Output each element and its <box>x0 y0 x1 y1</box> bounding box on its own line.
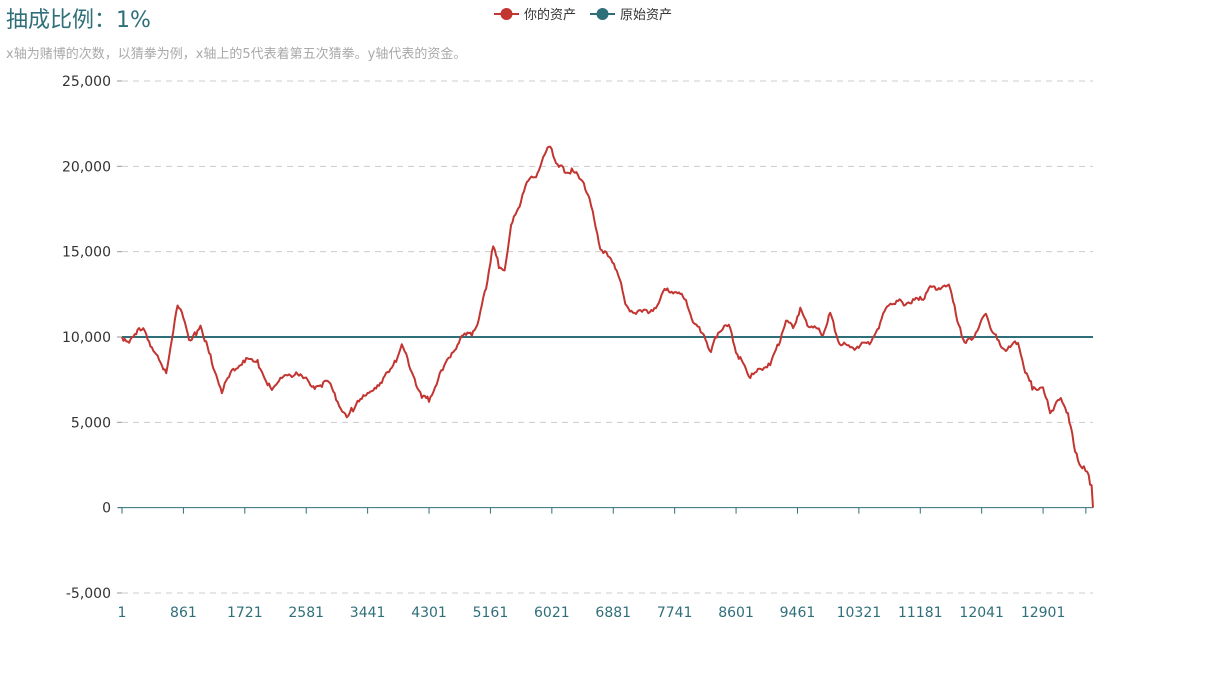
series-line-0 <box>121 145 1094 508</box>
legend-marker-series-1 <box>590 7 616 20</box>
y-tick-label: 5,000 <box>71 415 111 431</box>
x-tick-label: 3441 <box>350 605 386 621</box>
x-tick-label: 5161 <box>473 605 509 621</box>
legend-item-series-0[interactable]: 你的资产 <box>494 4 576 23</box>
legend-item-series-1[interactable]: 原始资产 <box>590 4 672 23</box>
chart-title: 抽成比例：1% <box>6 8 151 33</box>
x-tick-label: 7741 <box>657 605 693 621</box>
y-tick-label: -5,000 <box>66 586 111 602</box>
x-tick-label: 8601 <box>718 605 754 621</box>
x-tick-label: 9461 <box>780 605 816 621</box>
y-tick-label: 0 <box>102 501 111 517</box>
y-tick-label: 15,000 <box>62 245 111 261</box>
x-tick-label: 1 <box>118 605 127 621</box>
x-tick-label: 2581 <box>288 605 324 621</box>
legend: 你的资产 原始资产 <box>494 4 672 23</box>
x-tick-label: 12041 <box>959 605 1004 621</box>
x-tick-label: 861 <box>170 605 197 621</box>
x-tick-label: 10321 <box>837 605 882 621</box>
legend-label-series-0: 你的资产 <box>524 8 577 23</box>
chart-subtitle: x轴为赌博的次数，以猜拳为例，x轴上的5代表着第五次猜拳。y轴代表的资金。 <box>6 47 467 62</box>
y-tick-label: 20,000 <box>62 159 111 175</box>
x-tick-label: 1721 <box>227 605 263 621</box>
y-tick-label: 25,000 <box>62 74 111 90</box>
x-tick-label: 6881 <box>595 605 631 621</box>
legend-marker-series-0 <box>494 7 519 20</box>
x-tick-label: 4301 <box>411 605 447 621</box>
x-tick-label: 6021 <box>534 605 570 621</box>
legend-label-series-1: 原始资产 <box>620 8 673 23</box>
x-tick-label: 12901 <box>1021 605 1066 621</box>
x-tick-label: 11181 <box>898 605 943 621</box>
y-tick-label: 10,000 <box>62 330 111 346</box>
